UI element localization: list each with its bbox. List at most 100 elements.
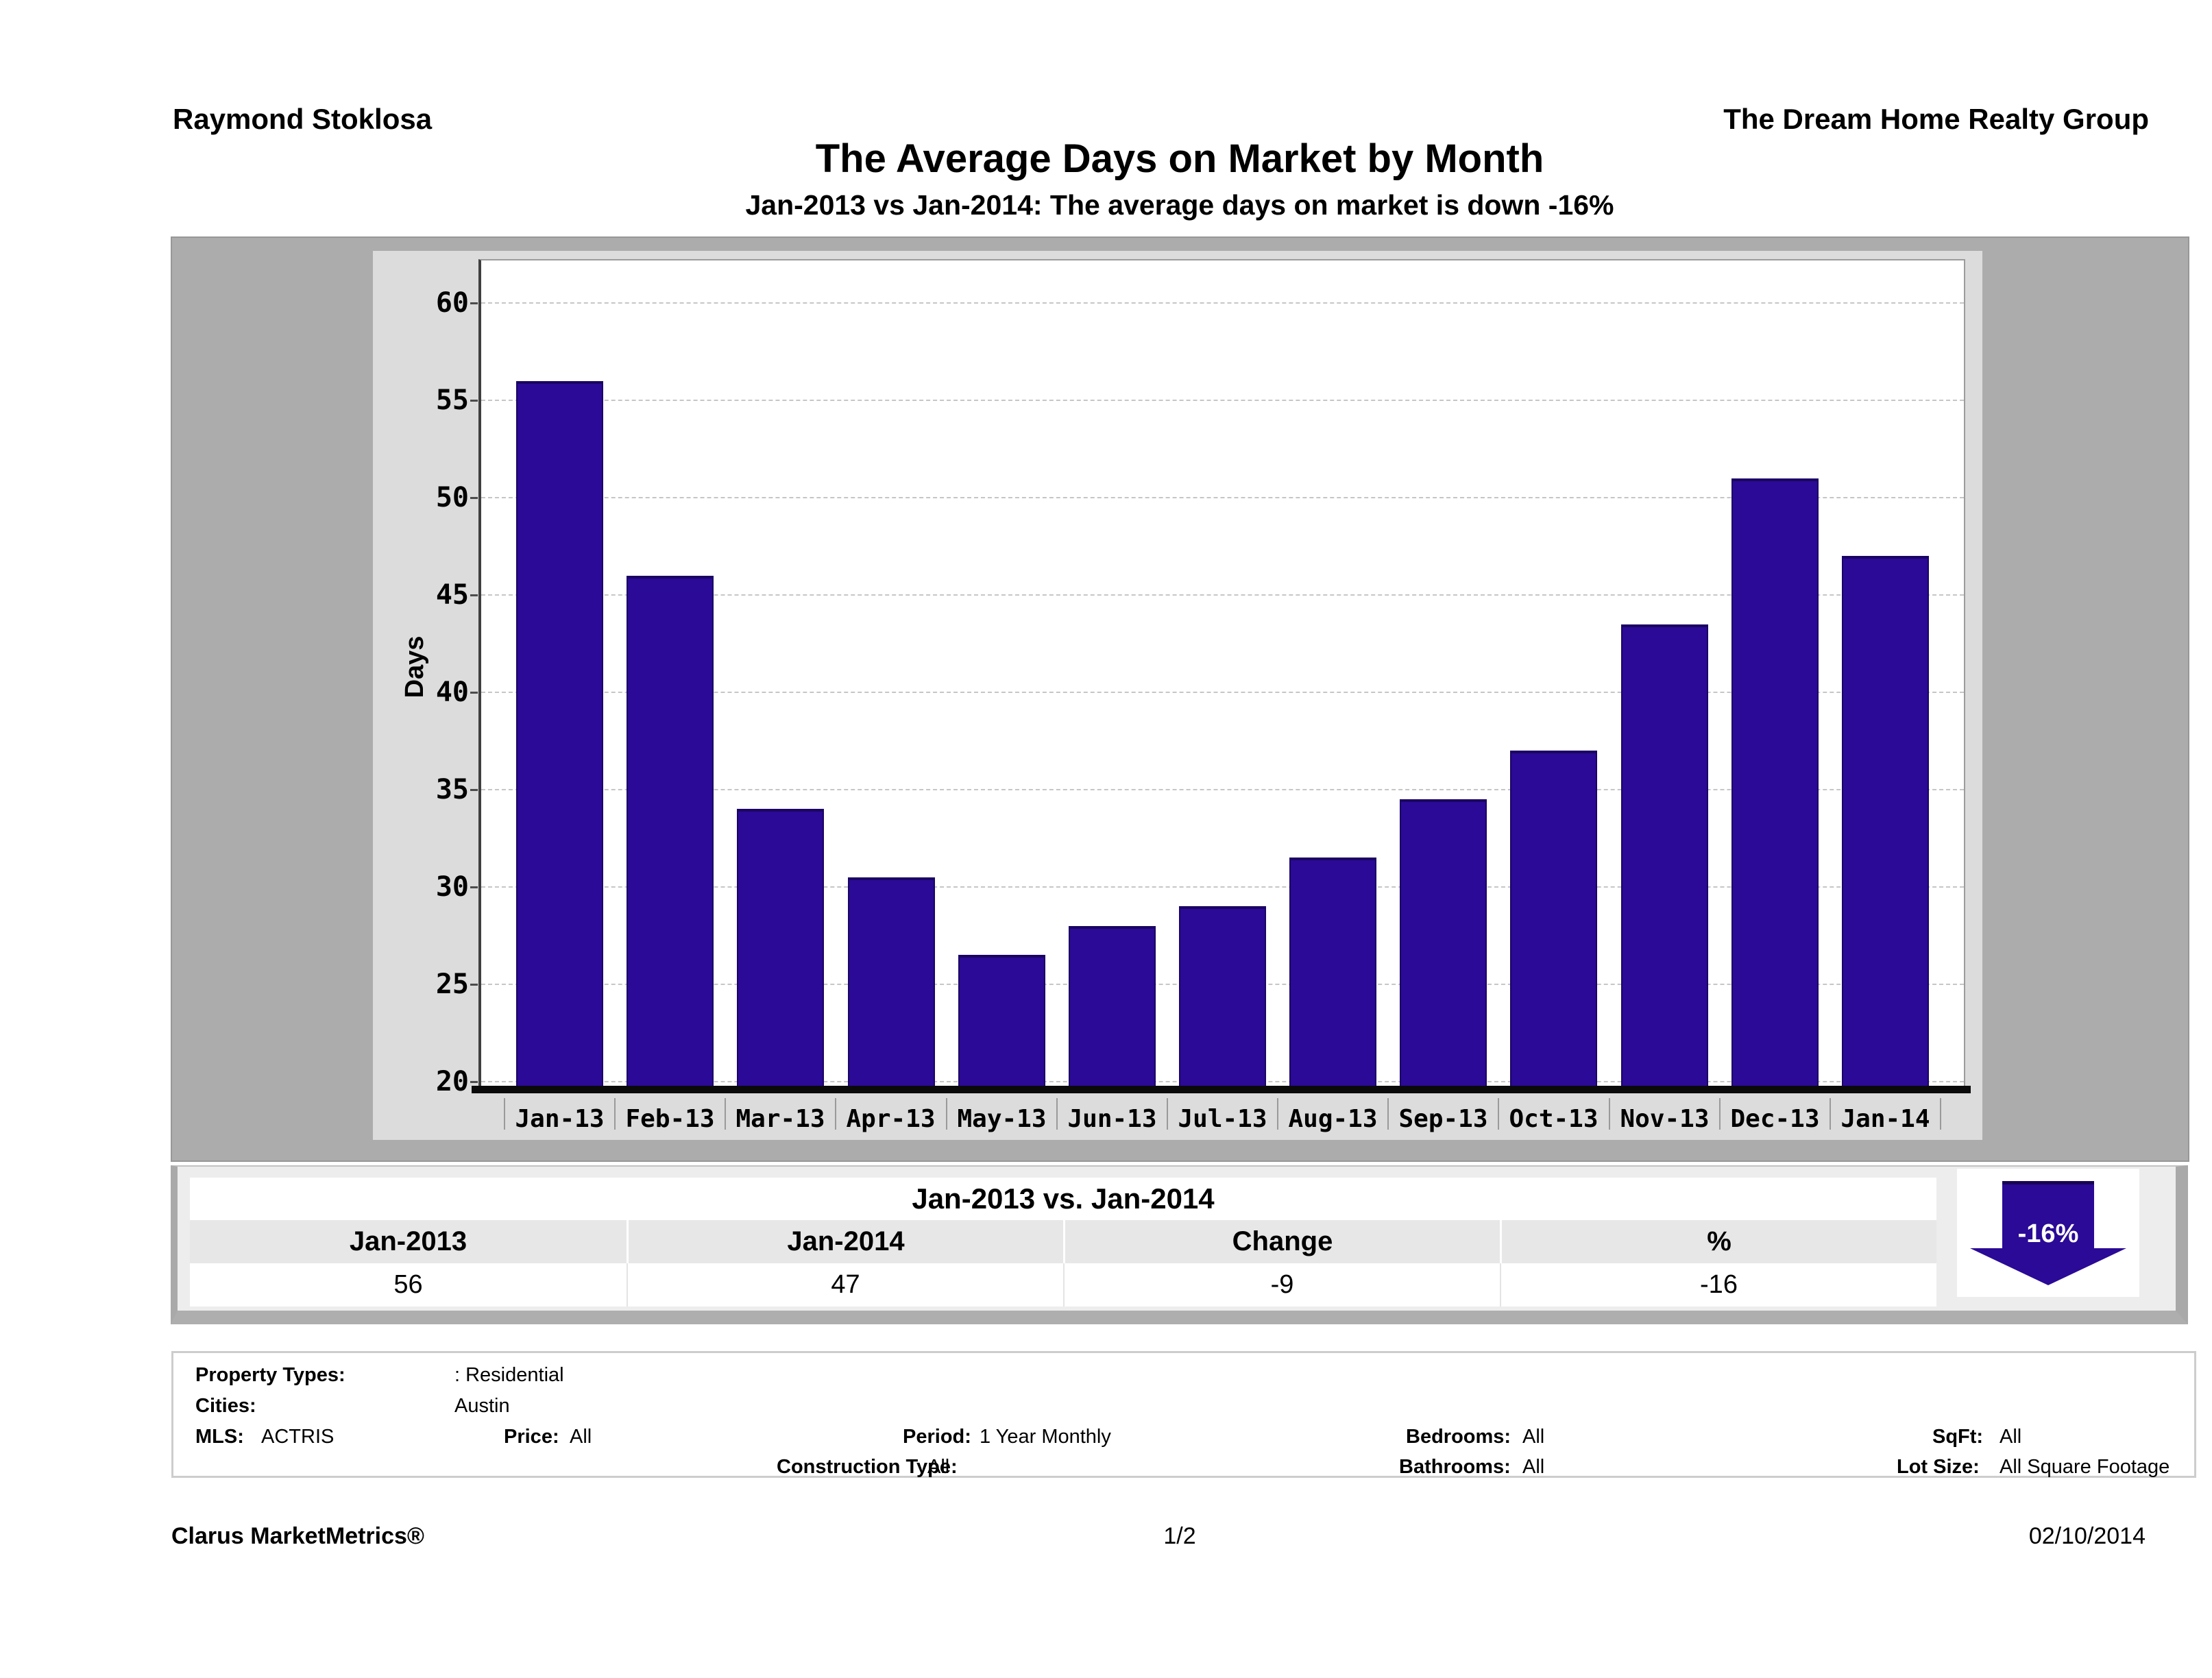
summary-col-jan-2013: Jan-2013: [349, 1226, 467, 1256]
company-name: The Dream Home Realty Group: [1723, 103, 2149, 135]
x-tick-separator-0: [504, 1098, 505, 1130]
x-tick-separator-9: [1498, 1098, 1499, 1130]
gridline-40: [481, 691, 1964, 693]
x-tick-separator-1: [614, 1098, 616, 1130]
cities-value: Austin: [454, 1395, 510, 1417]
down-arrow-icon-head: [1970, 1248, 2126, 1285]
gridline-30: [481, 886, 1964, 888]
bar-Jan-13: [516, 381, 603, 1093]
criteria-row-4: Construction Type: All Bathrooms: All Lo…: [173, 1453, 2194, 1481]
y-tick-mark-30: [470, 886, 478, 888]
gridline-55: [481, 399, 1964, 401]
summary-col-percent: %: [1500, 1220, 1936, 1263]
summary-value-percent: -16: [1500, 1263, 1936, 1306]
down-arrow-icon: [2002, 1181, 2094, 1248]
bar-Mar-13: [737, 809, 824, 1093]
summary-table-title: Jan-2013 vs. Jan-2014: [190, 1178, 1936, 1220]
bar-Dec-13: [1731, 478, 1819, 1093]
x-tick-separator-13: [1940, 1098, 1941, 1130]
lot-size-value: All Square Footage: [2000, 1456, 2170, 1478]
y-tick-label-30: 30: [435, 871, 469, 903]
bar-Jul-13: [1179, 906, 1266, 1093]
y-tick-mark-25: [470, 983, 478, 986]
construction-type-value: All: [927, 1456, 950, 1478]
bedrooms-value: All: [1522, 1426, 1545, 1448]
y-tick-mark-35: [470, 788, 478, 791]
price-label: Price:: [504, 1426, 559, 1448]
summary-value-jan-2014: 47: [627, 1263, 1063, 1306]
x-tick-label-Jan-13: Jan-13: [515, 1105, 605, 1133]
y-tick-label-50: 50: [435, 481, 469, 513]
gridline-45: [481, 594, 1964, 596]
x-tick-separator-11: [1719, 1098, 1721, 1130]
x-tick-separator-8: [1387, 1098, 1389, 1130]
arrow-percent-label: -16%: [2017, 1219, 2079, 1248]
sqft-value: All: [2000, 1426, 2022, 1448]
bar-Apr-13: [848, 877, 935, 1093]
construction-type-label: Construction Type:: [777, 1456, 958, 1478]
property-types-value: : Residential: [454, 1364, 564, 1386]
y-tick-mark-40: [470, 691, 478, 694]
y-tick-label-45: 45: [435, 579, 469, 611]
y-tick-label-40: 40: [435, 676, 469, 708]
agent-name: Raymond Stoklosa: [173, 103, 433, 135]
change-arrow-box: -16%: [1957, 1169, 2139, 1297]
summary-band: Jan-2013 vs. Jan-2014 Jan-2013 Jan-2014 …: [171, 1165, 2188, 1324]
y-tick-mark-60: [470, 302, 478, 304]
gridline-50: [481, 496, 1964, 498]
x-tick-label-Feb-13: Feb-13: [625, 1105, 715, 1133]
summary-value-jan-2013: 56: [393, 1270, 423, 1299]
bar-Aug-13: [1289, 858, 1376, 1093]
x-tick-label-Jun-13: Jun-13: [1067, 1105, 1157, 1133]
y-tick-mark-50: [470, 496, 478, 499]
summary-table-header-row: Jan-2013 Jan-2014 Change %: [190, 1220, 1936, 1263]
report-subtitle: Jan-2013 vs Jan-2014: The average days o…: [745, 189, 1614, 221]
y-tick-mark-20: [470, 1080, 478, 1083]
bar-Feb-13: [627, 576, 714, 1093]
x-tick-label-Dec-13: Dec-13: [1730, 1105, 1820, 1133]
mls-label: MLS:: [195, 1426, 244, 1448]
x-tick-label-May-13: May-13: [957, 1105, 1047, 1133]
x-tick-separator-10: [1609, 1098, 1610, 1130]
lot-size-label: Lot Size:: [1897, 1456, 1980, 1478]
x-tick-label-Jan-14: Jan-14: [1840, 1105, 1930, 1133]
x-tick-label-Oct-13: Oct-13: [1509, 1105, 1599, 1133]
x-tick-separator-2: [725, 1098, 726, 1130]
plot-area: 20 25 30 35 40 45 50 55 60 Jan-13 Feb-13 Mar-13 Apr-…: [436, 259, 1971, 1133]
footer-page-number: 1/2: [1163, 1523, 1196, 1549]
y-tick-label-55: 55: [435, 384, 469, 416]
y-tick-label-35: 35: [435, 773, 469, 805]
bar-Jan-14: [1842, 556, 1929, 1093]
y-tick-label-60: 60: [435, 287, 469, 319]
summary-value-change: -9: [1063, 1263, 1500, 1306]
footer-brand: Clarus MarketMetrics®: [171, 1523, 424, 1549]
x-tick-label-Jul-13: Jul-13: [1178, 1105, 1267, 1133]
x-tick-separator-4: [946, 1098, 947, 1130]
x-tick-label-Nov-13: Nov-13: [1620, 1105, 1710, 1133]
summary-col-change: Change: [1063, 1220, 1500, 1263]
bathrooms-value: All: [1522, 1456, 1545, 1478]
x-tick-separator-6: [1167, 1098, 1168, 1130]
y-tick-mark-55: [470, 399, 478, 402]
x-tick-label-Mar-13: Mar-13: [736, 1105, 825, 1133]
gridline-60: [481, 302, 1964, 304]
x-tick-label-Apr-13: Apr-13: [846, 1105, 936, 1133]
bar-Oct-13: [1510, 751, 1597, 1093]
cities-label: Cities:: [195, 1395, 256, 1417]
mls-value: ACTRIS: [261, 1426, 335, 1448]
criteria-row-3: MLS: ACTRIS Price: All Period: 1 Year Mo…: [173, 1423, 2194, 1450]
price-value: All: [570, 1426, 592, 1448]
bar-Sep-13: [1400, 799, 1487, 1093]
y-tick-label-25: 25: [435, 968, 469, 1000]
gridline-35: [481, 788, 1964, 790]
y-tick-mark-45: [470, 594, 478, 596]
bedrooms-label: Bedrooms:: [1406, 1426, 1511, 1448]
summary-table-value-row: 56 47 -9 -16: [190, 1263, 1936, 1306]
bar-Jun-13: [1069, 926, 1156, 1093]
report-title: The Average Days on Market by Month: [815, 136, 1544, 181]
x-tick-label-Sep-13: Sep-13: [1398, 1105, 1488, 1133]
x-axis-line: [472, 1086, 1971, 1093]
criteria-row-1: Property Types: : Residential: [173, 1361, 2194, 1389]
property-types-label: Property Types:: [195, 1364, 345, 1386]
